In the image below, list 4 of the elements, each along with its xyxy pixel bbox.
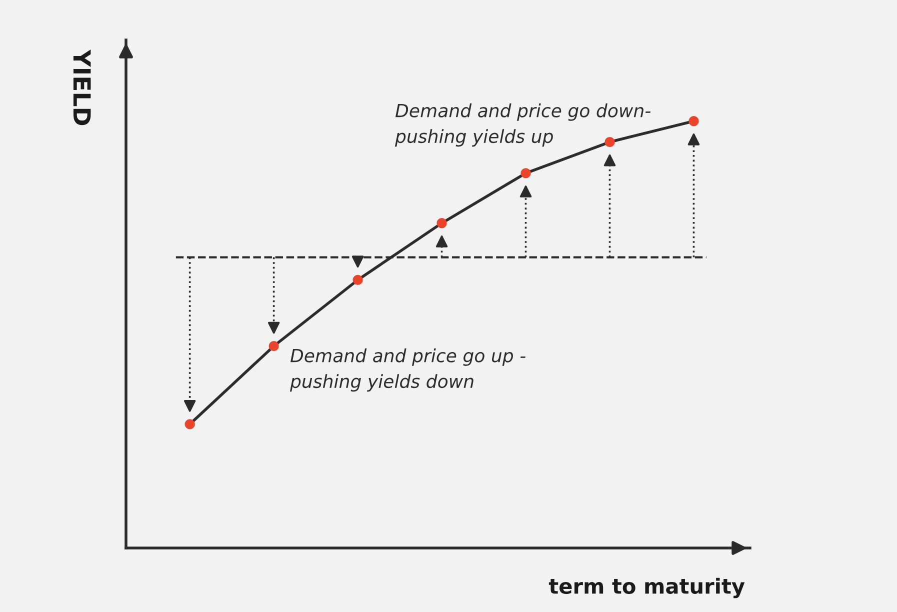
x-axis-title: term to maturity <box>548 578 745 598</box>
annotation: Demand and price go up - pushing yields down <box>290 348 526 392</box>
annotation: Demand and price go down- pushing yields up <box>394 103 651 147</box>
y-axis-title: YIELD <box>73 49 91 126</box>
